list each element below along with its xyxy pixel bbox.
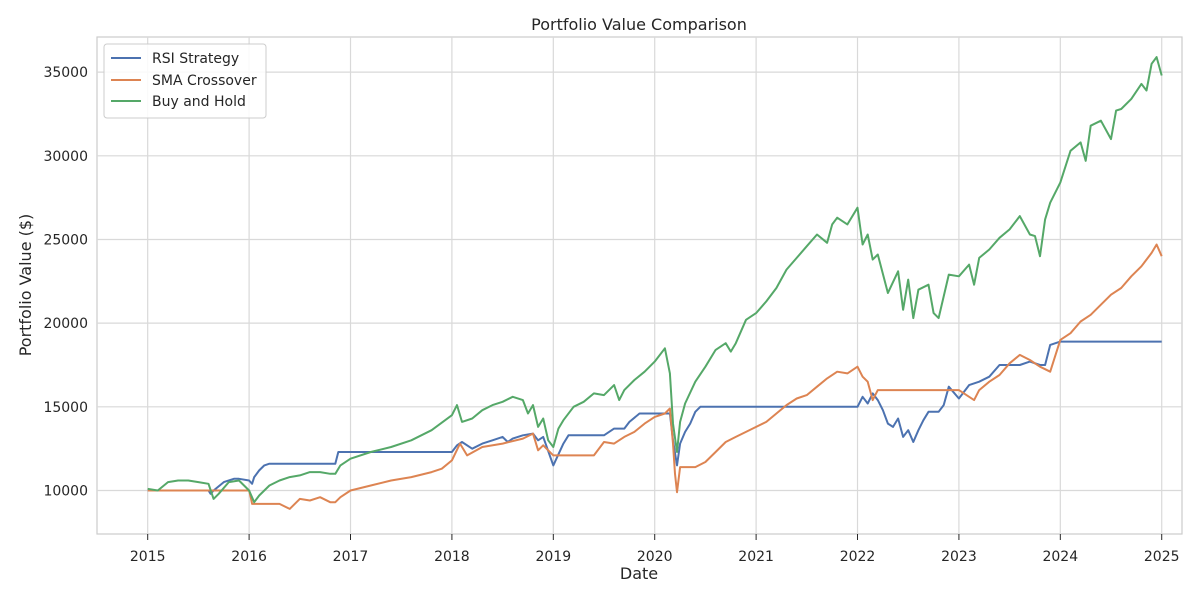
x-tick-label-2022: 2022 (840, 549, 876, 565)
y-tick-label-10000: 10000 (43, 483, 88, 499)
grid-lines (97, 37, 1182, 534)
y-tick-label-35000: 35000 (43, 65, 88, 81)
series-lines (147, 56, 1163, 510)
x-tick-label-2015: 2015 (130, 549, 166, 565)
x-axis-ticks: 2015 2016 2017 2018 2019 2020 2021 2022 2023 2024… (130, 534, 1180, 565)
chart-title: Portfolio Value Comparison (531, 15, 747, 34)
x-tick-label-2017: 2017 (333, 549, 369, 565)
legend: RSI Strategy SMA Crossover Buy and Hold (103, 43, 267, 119)
legend-label-buy-hold: Buy and Hold (152, 94, 246, 110)
x-tick-label-2023: 2023 (941, 549, 977, 565)
y-axis-ticks: 10000 15000 20000 25000 30000 35000 (43, 65, 88, 499)
x-tick-label-2018: 2018 (434, 549, 470, 565)
legend-label-rsi: RSI Strategy (152, 51, 239, 67)
x-tick-label-2024: 2024 (1042, 549, 1078, 565)
series-line-sma-crossover (147, 243, 1163, 510)
legend-box (103, 43, 267, 119)
plot-area-frame (96, 36, 1183, 535)
x-tick-label-2020: 2020 (637, 549, 673, 565)
x-tick-label-2025: 2025 (1144, 549, 1180, 565)
y-tick-label-30000: 30000 (43, 149, 88, 165)
y-tick-label-20000: 20000 (43, 316, 88, 332)
y-tick-label-25000: 25000 (43, 232, 88, 248)
series-line-buy-and-hold (147, 56, 1163, 504)
x-tick-label-2016: 2016 (231, 549, 267, 565)
x-tick-label-2019: 2019 (535, 549, 571, 565)
y-axis-title: Portfolio Value ($) (16, 214, 35, 357)
x-tick-label-2021: 2021 (738, 549, 774, 565)
legend-label-sma: SMA Crossover (152, 73, 257, 89)
y-tick-label-15000: 15000 (43, 400, 88, 416)
x-axis-title: Date (620, 564, 658, 583)
